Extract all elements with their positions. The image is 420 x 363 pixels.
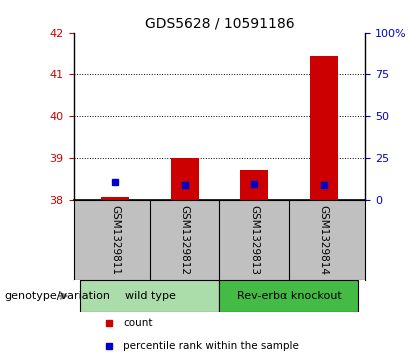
Bar (310, 56, 338, 200)
Text: genotype/variation: genotype/variation (4, 291, 110, 301)
Text: count: count (123, 318, 152, 327)
Bar (101, 197, 129, 200)
Bar (240, 170, 268, 200)
Bar (81, 280, 220, 312)
Text: wild type: wild type (124, 291, 176, 301)
Text: GSM1329812: GSM1329812 (180, 205, 190, 274)
Title: GDS5628 / 10591186: GDS5628 / 10591186 (144, 16, 294, 30)
Text: Rev-erbα knockout: Rev-erbα knockout (236, 291, 341, 301)
Text: percentile rank within the sample: percentile rank within the sample (123, 341, 299, 351)
Text: GSM1329813: GSM1329813 (249, 205, 259, 274)
Bar (220, 280, 358, 312)
Text: GSM1329811: GSM1329811 (110, 205, 120, 274)
Text: GSM1329814: GSM1329814 (319, 205, 329, 274)
Bar (171, 158, 199, 200)
